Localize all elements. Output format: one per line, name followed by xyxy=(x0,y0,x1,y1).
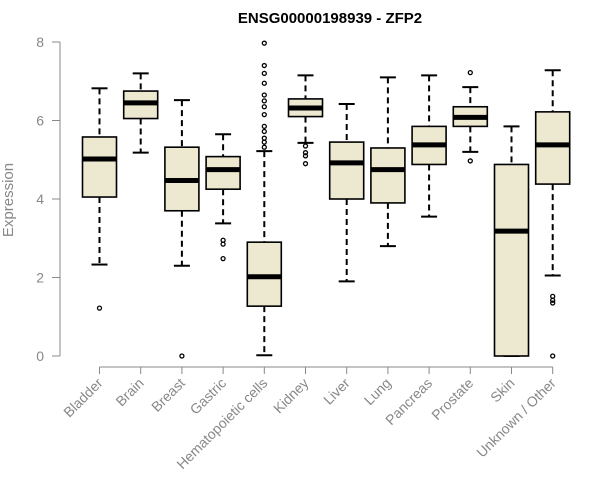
chart-title: ENSG00000198939 - ZFP2 xyxy=(238,10,422,27)
outlier-point xyxy=(302,161,309,167)
box-kidney xyxy=(287,74,324,167)
x-tick-label: Prostate xyxy=(428,375,476,423)
box-skin xyxy=(493,125,530,357)
outlier-point xyxy=(467,69,473,76)
y-axis: 0 2 4 6 8 xyxy=(36,34,61,364)
iqr-box xyxy=(328,141,365,200)
box-unknown-other xyxy=(534,69,571,359)
y-tick-label: 4 xyxy=(36,191,44,207)
outlier-point xyxy=(261,62,267,69)
outlier-point xyxy=(302,153,309,159)
outlier-point xyxy=(96,305,103,311)
x-tick-label: Liver xyxy=(320,375,353,408)
outlier-point xyxy=(261,104,267,110)
boxes-layer xyxy=(81,40,571,359)
outlier-point xyxy=(261,80,267,86)
y-tick-label: 0 xyxy=(36,348,44,364)
y-tick-label: 6 xyxy=(36,113,44,129)
outlier-point xyxy=(220,241,226,247)
outlier-point xyxy=(550,300,556,306)
box-lung xyxy=(370,76,406,248)
outlier-point xyxy=(261,123,267,130)
outlier-point xyxy=(261,139,267,145)
outlier-point xyxy=(261,144,267,150)
iqr-box xyxy=(81,136,118,198)
x-tick-label: Breast xyxy=(148,375,188,415)
x-tick-label: Skin xyxy=(487,375,518,406)
outlier-point xyxy=(467,158,473,164)
box-brain xyxy=(122,72,159,154)
box-gastric xyxy=(205,133,241,262)
box-prostate xyxy=(452,69,489,164)
iqr-box xyxy=(534,111,571,185)
iqr-box xyxy=(370,147,406,204)
iqr-box xyxy=(493,163,530,357)
outlier-point xyxy=(261,40,267,46)
outlier-point xyxy=(550,297,556,303)
x-tick-label: Brain xyxy=(112,375,146,409)
outlier-point xyxy=(261,92,267,98)
x-tick-label: Kidney xyxy=(270,375,312,417)
y-tick-label: 2 xyxy=(36,270,44,286)
box-liver xyxy=(328,103,365,283)
x-tick-label: Lung xyxy=(361,375,394,408)
box-breast xyxy=(164,99,200,359)
x-tick-label: Bladder xyxy=(60,375,106,421)
outlier-point xyxy=(261,98,267,104)
outlier-point xyxy=(550,353,556,359)
outlier-point xyxy=(179,353,185,359)
iqr-box xyxy=(246,241,283,307)
box-hematopoietic-cells xyxy=(246,40,283,357)
y-axis-label: Expression xyxy=(0,163,17,237)
y-tick-label: 8 xyxy=(36,34,44,50)
outlier-point xyxy=(302,150,309,156)
outlier-point xyxy=(261,128,267,135)
outlier-point xyxy=(261,111,267,118)
box-bladder xyxy=(81,87,118,311)
outlier-point xyxy=(302,143,309,149)
iqr-box xyxy=(205,155,241,190)
outlier-point xyxy=(261,70,267,77)
outlier-point xyxy=(220,256,226,262)
box-pancreas xyxy=(411,74,447,218)
